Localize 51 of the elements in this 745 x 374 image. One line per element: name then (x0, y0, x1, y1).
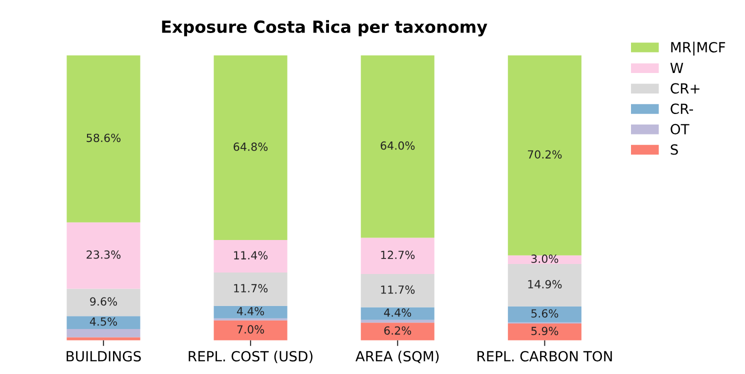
bar (508, 55, 582, 256)
legend-label: MR|MCF (671, 42, 726, 56)
data-label: 4.4% (236, 306, 264, 316)
bar (360, 307, 434, 320)
data-label: 6.2% (384, 326, 412, 335)
data-label: 11.7% (381, 285, 415, 294)
bar (66, 328, 140, 338)
bar (214, 55, 288, 240)
data-label: 4.4% (384, 308, 412, 317)
data-label: 7.0% (237, 325, 264, 334)
bar (66, 288, 140, 316)
bar (360, 274, 434, 308)
bar (214, 320, 288, 340)
data-label: 12.7% (381, 250, 415, 260)
x-tick-label: REPL. CARBON TON (478, 351, 612, 362)
legend-label: CR- (670, 104, 694, 114)
chart-title: Exposure Costa Rica per taxonomy (162, 20, 488, 36)
bar (360, 238, 434, 274)
data-label: 70.2% (528, 150, 562, 159)
bar (66, 222, 140, 289)
data-label: 14.9% (528, 280, 562, 288)
bar (360, 322, 434, 340)
data-label: 9.6% (90, 297, 117, 306)
data-label: 23.3% (86, 250, 121, 259)
legend-label: CR+ (670, 83, 700, 94)
bar (66, 55, 140, 222)
data-label: 64.0% (380, 141, 415, 150)
bar (508, 255, 582, 264)
data-label: 4.5% (90, 317, 117, 326)
bar (508, 264, 582, 306)
bar (360, 55, 434, 238)
data-label: 64.8% (234, 142, 268, 151)
data-label: 5.6% (531, 309, 558, 318)
data-label: 58.6% (86, 134, 121, 142)
bar (508, 324, 582, 340)
legend-label: S (670, 144, 678, 155)
legend-label: W (670, 62, 684, 74)
bar (214, 272, 288, 306)
bar (508, 306, 582, 322)
data-label: 3.0% (531, 254, 558, 263)
bar (214, 240, 288, 273)
x-tick-label: BUILDINGS (66, 351, 141, 362)
bar (214, 306, 288, 318)
bar (66, 316, 140, 329)
data-label: 5.9% (531, 326, 558, 336)
data-label: 11.4% (234, 251, 268, 260)
legend-label: OT (670, 124, 690, 134)
data-label: 11.7% (234, 284, 268, 292)
bar (66, 337, 140, 340)
x-tick-label: REPL. COST (USD) (188, 350, 312, 364)
x-tick-label: AREA (SQM) (356, 350, 439, 364)
